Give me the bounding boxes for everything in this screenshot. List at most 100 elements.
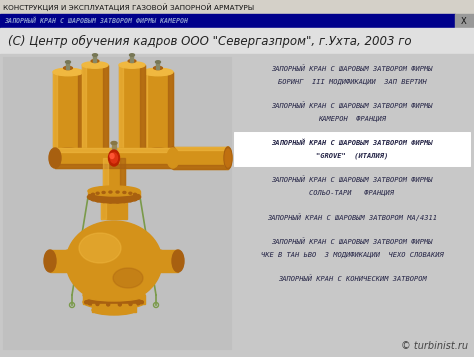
Circle shape: [107, 303, 109, 306]
Ellipse shape: [91, 199, 94, 201]
Circle shape: [118, 303, 121, 306]
Ellipse shape: [109, 201, 112, 203]
Bar: [0, 28, 474, 54]
Bar: [82, 65, 108, 160]
Text: X: X: [461, 16, 467, 25]
Ellipse shape: [89, 195, 91, 197]
Bar: [0, 14, 455, 28]
Ellipse shape: [82, 62, 108, 68]
Bar: [112, 143, 116, 151]
Bar: [101, 197, 127, 219]
Ellipse shape: [62, 250, 74, 272]
Bar: [55, 164, 173, 168]
Bar: [130, 55, 134, 62]
Text: ЗАПОРНЫЙ КРАН С ШАРОВЫМ ЗАТВОРОМ ФИРМЫ: ЗАПОРНЫЙ КРАН С ШАРОВЫМ ЗАТВОРОМ ФИРМЫ: [271, 66, 433, 72]
Ellipse shape: [92, 54, 98, 56]
Ellipse shape: [143, 68, 173, 76]
Ellipse shape: [53, 68, 83, 76]
Bar: [83, 295, 145, 304]
Ellipse shape: [129, 192, 132, 194]
Ellipse shape: [44, 250, 56, 272]
Ellipse shape: [88, 191, 140, 203]
Text: ЗАПОРНЫЙ КРАН С ШАРОВЫМ ЗАТВОРОМ МА/4311: ЗАПОРНЫЙ КРАН С ШАРОВЫМ ЗАТВОРОМ МА/4311: [267, 213, 437, 221]
Ellipse shape: [110, 153, 118, 163]
Ellipse shape: [49, 148, 61, 168]
Text: ЗАПОРНЫЙ КРАН С КОНИЧЕСКИМ ЗАТВОРОМ: ЗАПОРНЫЙ КРАН С КОНИЧЕСКИМ ЗАТВОРОМ: [278, 276, 427, 282]
Bar: [0, 0, 474, 14]
Bar: [173, 147, 228, 150]
Bar: [66, 62, 70, 69]
Bar: [173, 165, 228, 169]
Bar: [92, 304, 136, 312]
Ellipse shape: [66, 221, 162, 303]
Bar: [160, 250, 178, 272]
Ellipse shape: [83, 289, 145, 301]
Ellipse shape: [109, 191, 112, 193]
Bar: [53, 72, 83, 152]
Circle shape: [85, 301, 88, 304]
Ellipse shape: [116, 191, 119, 193]
Ellipse shape: [110, 154, 114, 159]
Ellipse shape: [86, 297, 142, 307]
Bar: [140, 65, 145, 160]
Ellipse shape: [96, 200, 99, 202]
Bar: [143, 72, 147, 152]
Bar: [103, 65, 108, 160]
Ellipse shape: [225, 149, 231, 167]
Ellipse shape: [96, 192, 99, 194]
Text: ЗАПОРНЫЙ КРАН С ШАРОВЫМ ЗАТВОРОМ ФИРМЫ: ЗАПОРНЫЙ КРАН С ШАРОВЫМ ЗАТВОРОМ ФИРМЫ: [271, 176, 433, 183]
Ellipse shape: [169, 147, 177, 169]
Ellipse shape: [83, 295, 145, 309]
Bar: [103, 158, 108, 198]
Circle shape: [96, 302, 99, 306]
Text: (С) Центр обучения кадров ООО "Севергазпром", г.Ухта, 2003 го: (С) Центр обучения кадров ООО "Севергазп…: [8, 35, 411, 47]
Ellipse shape: [113, 268, 143, 288]
Ellipse shape: [134, 193, 137, 195]
Circle shape: [140, 301, 143, 304]
Bar: [93, 55, 97, 62]
Bar: [234, 231, 470, 265]
Ellipse shape: [53, 148, 83, 156]
Text: ЗАПОРНЫЙ КРАН С ШАРОВЫМ ЗАТВОРОМ ФИРМЫ: ЗАПОРНЫЙ КРАН С ШАРОВЫМ ЗАТВОРОМ ФИРМЫ: [271, 238, 433, 245]
Ellipse shape: [65, 61, 71, 63]
Bar: [101, 197, 106, 219]
Ellipse shape: [134, 199, 137, 201]
Ellipse shape: [119, 157, 145, 163]
Bar: [234, 95, 470, 129]
Ellipse shape: [92, 305, 136, 315]
Ellipse shape: [116, 201, 119, 203]
Bar: [234, 169, 470, 203]
Bar: [53, 72, 57, 152]
Bar: [50, 250, 68, 272]
Bar: [3, 57, 231, 349]
Ellipse shape: [137, 197, 139, 200]
Bar: [103, 158, 125, 198]
Circle shape: [137, 302, 140, 305]
Ellipse shape: [154, 66, 163, 70]
Ellipse shape: [109, 150, 119, 166]
Bar: [120, 158, 125, 198]
Ellipse shape: [154, 250, 166, 272]
Ellipse shape: [64, 66, 73, 70]
Circle shape: [129, 302, 132, 306]
Bar: [55, 148, 173, 168]
Bar: [55, 148, 173, 152]
Text: БОРИНГ  III МОДИФИКАЦИИ  ЗАП ВЕРТИН: БОРИНГ III МОДИФИКАЦИИ ЗАП ВЕРТИН: [278, 79, 427, 85]
Ellipse shape: [167, 148, 179, 168]
Bar: [234, 206, 470, 228]
Ellipse shape: [129, 54, 135, 56]
Bar: [234, 132, 470, 166]
Ellipse shape: [82, 157, 108, 163]
Text: ЧКЕ В ТАН ЬВО  3 МОДИФИКАЦИИ  ЧЕХО СЛОВАКИЯ: ЧКЕ В ТАН ЬВО 3 МОДИФИКАЦИИ ЧЕХО СЛОВАКИ…: [261, 252, 443, 258]
Text: КАМЕРОН  ФРАНЦИЯ: КАМЕРОН ФРАНЦИЯ: [318, 116, 386, 122]
Circle shape: [88, 302, 91, 305]
Ellipse shape: [143, 148, 173, 156]
Text: ЗАПОРНЫЙ КРАН С ШАРОВЫМ ЗАТВОРОМ ФИРМЫ: ЗАПОРНЫЙ КРАН С ШАРОВЫМ ЗАТВОРОМ ФИРМЫ: [271, 140, 433, 146]
Text: ЗАПОРНЫЙ КРАН С ШАРОВЫМ ЗАТВОРОМ ФИРМЫ: ЗАПОРНЫЙ КРАН С ШАРОВЫМ ЗАТВОРОМ ФИРМЫ: [271, 102, 433, 109]
Ellipse shape: [119, 62, 145, 68]
Bar: [119, 65, 123, 160]
Ellipse shape: [123, 201, 126, 202]
Ellipse shape: [88, 196, 91, 198]
Bar: [455, 14, 474, 28]
Bar: [173, 147, 228, 169]
